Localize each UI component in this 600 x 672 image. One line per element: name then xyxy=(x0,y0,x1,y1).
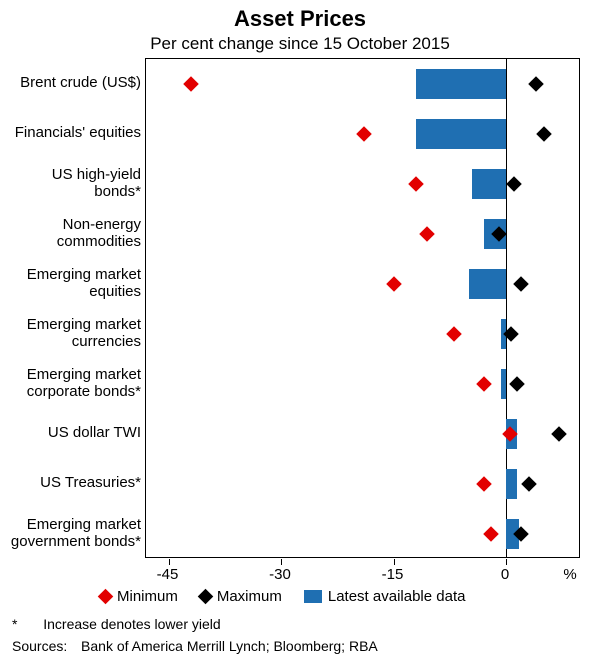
y-label: Emerging market equities xyxy=(2,267,141,300)
bar xyxy=(501,369,506,399)
max-marker xyxy=(536,126,552,142)
footnote-marker: * xyxy=(12,616,17,632)
sources: Sources: Bank of America Merrill Lynch; … xyxy=(12,638,378,654)
x-tick-label: -45 xyxy=(157,566,179,583)
x-pct-label: % xyxy=(563,566,576,583)
bar xyxy=(416,119,506,149)
min-marker xyxy=(476,376,492,392)
y-label: Emerging market corporate bonds* xyxy=(2,367,141,400)
chart-title: Asset Prices xyxy=(0,0,600,32)
diamond-icon xyxy=(98,589,114,605)
max-marker xyxy=(551,426,567,442)
x-tick xyxy=(169,559,170,565)
max-marker xyxy=(506,176,522,192)
min-marker xyxy=(356,126,372,142)
y-label: US high-yield bonds* xyxy=(2,167,141,200)
y-label: Financials' equities xyxy=(2,125,141,142)
legend-minimum: Minimum xyxy=(100,588,178,605)
min-marker xyxy=(476,476,492,492)
max-marker xyxy=(513,276,529,292)
max-marker xyxy=(528,76,544,92)
y-label: Emerging market currencies xyxy=(2,317,141,350)
x-tick-label: -30 xyxy=(269,566,291,583)
x-tick xyxy=(506,559,507,565)
sources-label: Sources: xyxy=(12,638,67,654)
chart-subtitle: Per cent change since 15 October 2015 xyxy=(0,34,600,54)
min-marker xyxy=(483,526,499,542)
min-marker xyxy=(408,176,424,192)
y-label: US Treasuries* xyxy=(2,475,141,492)
swatch-icon xyxy=(304,590,322,603)
bar xyxy=(416,69,506,99)
min-marker xyxy=(183,76,199,92)
x-tick xyxy=(281,559,282,565)
legend-max-label: Maximum xyxy=(217,588,282,605)
x-tick xyxy=(394,559,395,565)
min-marker xyxy=(419,226,435,242)
legend-latest: Latest available data xyxy=(304,588,466,605)
sources-text: Bank of America Merrill Lynch; Bloomberg… xyxy=(81,638,378,654)
max-marker xyxy=(509,376,525,392)
y-label: Brent crude (US$) xyxy=(2,75,141,92)
min-marker xyxy=(446,326,462,342)
plot-area xyxy=(145,58,580,558)
footnote-text: Increase denotes lower yield xyxy=(43,616,220,632)
min-marker xyxy=(386,276,402,292)
bar xyxy=(469,269,507,299)
legend-min-label: Minimum xyxy=(117,588,178,605)
max-marker xyxy=(521,476,537,492)
legend-maximum: Maximum xyxy=(200,588,282,605)
y-label: US dollar TWI xyxy=(2,425,141,442)
x-tick-label: 0 xyxy=(501,566,509,583)
y-label: Emerging market government bonds* xyxy=(2,517,141,550)
x-tick-label: -15 xyxy=(382,566,404,583)
y-label: Non-energy commodities xyxy=(2,217,141,250)
bar xyxy=(506,469,517,499)
bar xyxy=(472,169,506,199)
diamond-icon xyxy=(198,589,214,605)
asset-prices-chart: Asset Prices Per cent change since 15 Oc… xyxy=(0,0,600,672)
legend: Minimum Maximum Latest available data xyxy=(100,588,465,605)
footnote: * Increase denotes lower yield xyxy=(12,616,221,632)
legend-bar-label: Latest available data xyxy=(328,588,466,605)
